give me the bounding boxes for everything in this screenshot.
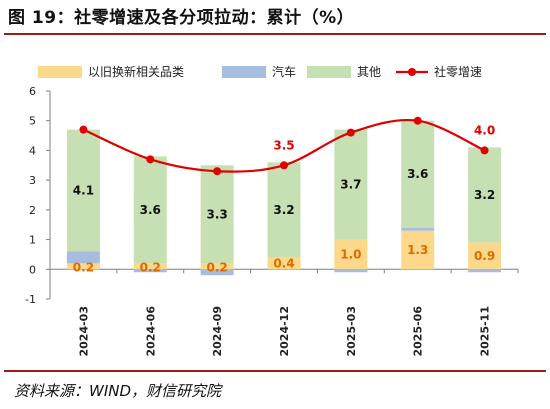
growth-line-point xyxy=(213,167,222,176)
bar-data-label: 3.2 xyxy=(474,188,495,202)
x-tick-label: 2024-06 xyxy=(144,306,157,357)
bar-segment xyxy=(267,257,301,270)
source-rule xyxy=(4,370,546,372)
data-labels: 0.2 4.1 0.2 3.6 0.2 3.3 0.4 3.2 1.0 3.7 1.3 3.6 0.9 3… xyxy=(73,123,495,274)
bar-segment xyxy=(334,269,368,273)
bar-segment xyxy=(401,120,435,228)
x-tick-label: 2025-11 xyxy=(479,306,492,357)
legend-swatch xyxy=(307,66,351,78)
bar-segment xyxy=(66,263,100,270)
growth-line-point xyxy=(413,116,422,125)
bar-data-label: 3.3 xyxy=(207,207,228,221)
bar-data-label: 3.6 xyxy=(407,167,428,181)
bar-segment xyxy=(133,156,167,264)
bar-segment xyxy=(468,269,502,273)
growth-line-point xyxy=(280,161,288,170)
y-tick-label: 2 xyxy=(29,204,36,217)
bar-data-label: 0.9 xyxy=(474,249,495,263)
legend: 以旧换新相关品类 汽车 其他 社零增速 xyxy=(38,64,482,79)
bar-segment xyxy=(334,239,368,270)
growth-line-point xyxy=(480,146,489,155)
bar-segment xyxy=(200,263,234,270)
legend-label: 汽车 xyxy=(272,64,296,79)
bar-data-label: 0.2 xyxy=(140,260,161,274)
title-rule xyxy=(4,33,546,35)
growth-line xyxy=(79,116,489,176)
source-note: 资料来源：WIND，财信研究院 xyxy=(14,382,222,400)
bar-data-label: 1.0 xyxy=(340,247,361,261)
growth-line-point xyxy=(346,128,355,137)
x-tick-label: 2025-06 xyxy=(412,306,425,357)
bar-segment xyxy=(133,269,167,273)
y-tick-label: 4 xyxy=(29,144,36,157)
bar-data-label: 0.2 xyxy=(207,260,228,274)
line-data-label: 3.5 xyxy=(273,138,294,152)
bar-segment xyxy=(66,251,100,264)
y-tick-label: 0 xyxy=(29,263,36,276)
bar-segment xyxy=(401,230,435,270)
x-tick-label: 2024-03 xyxy=(77,306,90,357)
axes: -1 0 1 2 3 4 5 6 2024-03 2024-06 2024-09 2024-12 202… xyxy=(25,85,519,357)
line-data-label: 4.0 xyxy=(474,123,495,137)
bar-data-label: 0.2 xyxy=(73,260,94,274)
x-tick-label: 2024-09 xyxy=(211,306,224,357)
bar-segment xyxy=(334,129,368,240)
bar-data-label: 0.4 xyxy=(273,256,294,270)
y-tick-label: -1 xyxy=(25,293,36,306)
legend-label: 其他 xyxy=(357,65,381,79)
legend-swatch-point xyxy=(408,68,416,76)
y-tick-label: 1 xyxy=(29,234,36,247)
legend-label: 社零增速 xyxy=(434,64,482,79)
y-tick-label: 3 xyxy=(29,174,36,187)
y-tick-label: 6 xyxy=(29,85,36,98)
legend-swatch xyxy=(222,66,266,78)
bar-segment xyxy=(133,263,167,270)
bars xyxy=(66,120,502,276)
y-tick-label: 5 xyxy=(29,115,36,128)
growth-line-point xyxy=(79,125,88,134)
growth-line-point xyxy=(146,155,155,164)
bar-data-label: 3.2 xyxy=(273,203,294,217)
bar-segment xyxy=(200,165,234,264)
bar-data-label: 4.1 xyxy=(73,184,94,198)
legend-label: 以旧换新相关品类 xyxy=(88,64,184,79)
bar-segment xyxy=(267,162,301,258)
x-tick-label: 2025-03 xyxy=(345,306,358,357)
x-tick-label: 2024-12 xyxy=(278,306,291,357)
bar-segment xyxy=(468,242,502,270)
bar-segment xyxy=(401,227,435,231)
figure-title: 图 19：社零增速及各分项拉动：累计（%） xyxy=(8,8,355,28)
legend-swatch xyxy=(38,66,82,78)
bar-segment xyxy=(66,129,100,252)
bar-data-label: 3.7 xyxy=(340,178,361,192)
bar-segment xyxy=(200,269,234,276)
bar-segment xyxy=(468,147,502,243)
bar-data-label: 3.6 xyxy=(140,203,161,217)
bar-data-label: 1.3 xyxy=(407,243,428,257)
